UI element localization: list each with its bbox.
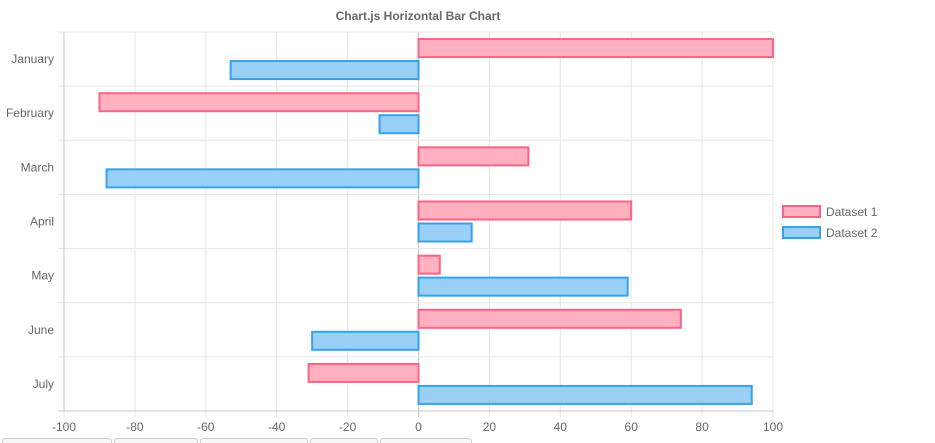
axes: -100 -80 -60 -40 -20 0 20 40 60 80 100 January Febru…	[6, 52, 783, 434]
y-tick-label-april: April	[30, 215, 54, 229]
bars	[98, 38, 774, 405]
x-tick-label-2: -60	[197, 420, 215, 434]
bar-dataset-2-april[interactable]	[417, 222, 473, 243]
x-tick-label-9: 80	[695, 420, 709, 434]
legend-swatch-dataset-2[interactable]	[782, 226, 821, 239]
tab-stub[interactable]	[200, 438, 308, 443]
bar-dataset-2-january[interactable]	[229, 60, 420, 81]
x-tick-label-4: -20	[339, 420, 357, 434]
x-tick-label-0: -100	[52, 420, 76, 434]
y-tick-label-march: March	[21, 160, 54, 174]
y-tick-label-january: January	[11, 52, 54, 66]
x-tick-label-8: 60	[625, 420, 639, 434]
x-tick-label-3: -40	[268, 420, 286, 434]
bar-dataset-1-may[interactable]	[417, 254, 441, 275]
y-tick-label-june: June	[28, 323, 54, 337]
x-tick-label-6: 20	[483, 420, 497, 434]
x-tick-label-5: 0	[415, 420, 422, 434]
y-tick-label-february: February	[6, 106, 54, 120]
bar-dataset-2-may[interactable]	[417, 276, 629, 297]
x-tick-label-1: -80	[126, 420, 144, 434]
bar-dataset-2-march[interactable]	[105, 168, 420, 189]
legend-label-dataset-2[interactable]: Dataset 2	[826, 226, 878, 240]
tab-stub[interactable]	[310, 438, 378, 443]
y-tick-label-july: July	[33, 377, 54, 391]
bar-dataset-1-july[interactable]	[307, 362, 420, 383]
legend-swatch-dataset-1[interactable]	[782, 205, 821, 218]
tab-stub[interactable]	[380, 438, 472, 443]
bar-dataset-2-february[interactable]	[378, 114, 420, 135]
bar-dataset-1-march[interactable]	[417, 146, 530, 167]
bottom-tab-strip	[0, 438, 935, 443]
tab-stub[interactable]	[114, 438, 198, 443]
bar-dataset-1-february[interactable]	[98, 92, 420, 113]
bar-dataset-1-april[interactable]	[417, 200, 633, 221]
x-tick-label-7: 40	[554, 420, 568, 434]
x-tick-label-10: 100	[763, 420, 783, 434]
bar-dataset-1-january[interactable]	[417, 38, 774, 59]
tab-stub[interactable]	[2, 438, 112, 443]
bar-dataset-2-july[interactable]	[417, 384, 753, 405]
y-tick-label-may: May	[31, 269, 54, 283]
chart-title: Chart.js Horizontal Bar Chart	[336, 9, 501, 23]
legend-label-dataset-1[interactable]: Dataset 1	[826, 205, 878, 219]
bar-dataset-1-june[interactable]	[417, 308, 682, 329]
legend: Dataset 1 Dataset 2	[782, 205, 878, 240]
bar-dataset-2-june[interactable]	[311, 330, 420, 351]
grid-lines	[58, 31, 774, 417]
